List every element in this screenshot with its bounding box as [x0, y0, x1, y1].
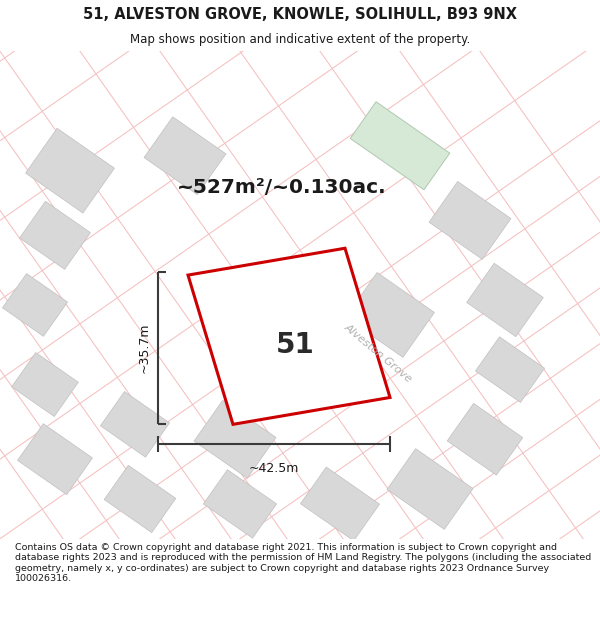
Polygon shape	[475, 337, 545, 402]
Text: ~527m²/~0.130ac.: ~527m²/~0.130ac.	[177, 178, 387, 198]
Text: ~42.5m: ~42.5m	[249, 462, 299, 475]
Polygon shape	[104, 465, 176, 532]
Polygon shape	[144, 117, 226, 194]
Polygon shape	[301, 467, 380, 541]
Polygon shape	[346, 272, 434, 358]
Polygon shape	[188, 248, 390, 424]
Polygon shape	[26, 128, 115, 213]
Text: Alveston Grove: Alveston Grove	[342, 322, 414, 385]
Polygon shape	[20, 201, 91, 269]
Polygon shape	[429, 181, 511, 259]
Polygon shape	[17, 424, 92, 494]
Polygon shape	[350, 102, 450, 190]
Polygon shape	[203, 470, 277, 538]
Polygon shape	[2, 274, 68, 336]
Text: Map shows position and indicative extent of the property.: Map shows position and indicative extent…	[130, 34, 470, 46]
Text: Contains OS data © Crown copyright and database right 2021. This information is : Contains OS data © Crown copyright and d…	[15, 543, 591, 583]
Text: ~35.7m: ~35.7m	[137, 323, 151, 374]
Polygon shape	[100, 391, 170, 457]
Polygon shape	[447, 403, 523, 475]
Polygon shape	[387, 449, 473, 529]
Text: 51: 51	[275, 331, 314, 359]
Polygon shape	[467, 263, 544, 337]
Polygon shape	[194, 401, 276, 478]
Polygon shape	[11, 352, 79, 416]
Text: 51, ALVESTON GROVE, KNOWLE, SOLIHULL, B93 9NX: 51, ALVESTON GROVE, KNOWLE, SOLIHULL, B9…	[83, 7, 517, 22]
